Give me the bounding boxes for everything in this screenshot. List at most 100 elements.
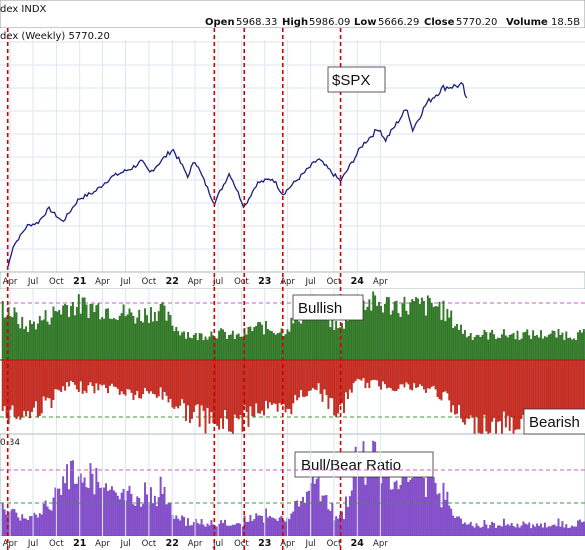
bullish-bar [81, 297, 84, 361]
bearish-bar [165, 359, 168, 396]
ratio-bar [307, 490, 310, 537]
ratio-bar [366, 468, 369, 537]
bearish-bar [111, 359, 113, 384]
bearish-bar [75, 359, 78, 390]
bullish-bar [179, 335, 182, 361]
bearish-bar [419, 359, 421, 385]
volume-label: Volume [506, 17, 548, 28]
bearish-bar [233, 359, 236, 415]
ratio-bar [549, 526, 552, 537]
x-tick-label: Apr [280, 539, 295, 549]
bullish-bar [284, 334, 287, 361]
ratio-bar [288, 519, 291, 537]
bearish-bar [112, 359, 115, 387]
bullish-bar [491, 329, 494, 361]
bearish-bar [81, 359, 84, 394]
ratio-bar [294, 500, 297, 537]
bearish-bar [265, 359, 267, 401]
bullish-bar [220, 328, 223, 361]
bearish-bar [333, 359, 336, 416]
bearish-bar [561, 359, 564, 414]
bullish-bar [77, 294, 80, 361]
bullish-bar [534, 335, 536, 361]
ratio-bar [378, 472, 380, 537]
bullish-bar [372, 291, 375, 361]
bullish-bar [214, 337, 217, 361]
bearish-bar [452, 359, 455, 406]
bearish-bar [23, 359, 26, 411]
bullish-bar [181, 332, 184, 361]
ratio-bar [218, 523, 221, 537]
bullish-bar [134, 323, 137, 361]
bullish-bar [265, 321, 267, 361]
ratio-bar [227, 525, 230, 537]
bullish-bar [395, 300, 398, 361]
bearish-bar [395, 359, 398, 391]
bullish-bar [21, 316, 24, 361]
ratio-bar [415, 471, 418, 537]
x-tick-label: 24 [351, 276, 365, 287]
bearish-bar [130, 359, 133, 393]
bearish-bar [428, 359, 431, 389]
x-tick-label: 23 [258, 538, 271, 549]
ratio-bar [93, 494, 96, 537]
bullish-bar [473, 337, 476, 361]
bullish-bar [378, 301, 380, 361]
ratio-bar [99, 488, 102, 537]
x-tick-label: Jul [27, 277, 38, 287]
ratio-bar [382, 472, 384, 537]
bullish-bar [268, 330, 271, 361]
ratio-bar [140, 506, 143, 537]
x-ticks-top: Apr Jul Oct 21 Apr Jul Oct 22 Apr Jul Oct 23 Apr Jul O… [3, 276, 389, 287]
ratio-bar [315, 479, 318, 537]
bearish-bar [401, 359, 404, 385]
bullish-bar [54, 311, 57, 361]
bullish-bar [272, 333, 275, 361]
bullish-bar [522, 332, 525, 361]
bearish-bar [436, 359, 439, 398]
bearish-bar [489, 359, 492, 433]
bearish-bar [311, 359, 314, 388]
bullish-bar [487, 339, 490, 361]
bearish-bar [73, 359, 76, 385]
bullish-bar [185, 338, 187, 361]
ratio-bar [247, 521, 250, 537]
ratio-bar [327, 509, 330, 537]
bullish-bar [93, 312, 96, 361]
bearish-bar [343, 359, 345, 414]
ratio-bar [538, 525, 540, 537]
bearish-bar [446, 359, 449, 394]
ratio-bar [21, 514, 24, 537]
ratio-bar [266, 517, 269, 537]
bearish-bar [483, 359, 486, 415]
ratio-label-text: Bull/Bear Ratio [301, 457, 401, 474]
bearish-bar [510, 359, 513, 417]
bullish-bar [70, 305, 72, 361]
bullish-bar [555, 337, 558, 361]
bearish-bar [83, 359, 86, 391]
bearish-bar [257, 359, 260, 414]
bearish-bar [469, 359, 472, 416]
bullish-bar [83, 297, 86, 361]
ratio-grid [0, 434, 585, 536]
bullish-bar [563, 340, 566, 361]
bearish-bar [194, 359, 197, 406]
x-tick-label: Jul [27, 539, 38, 549]
bearish-bar [366, 359, 369, 383]
bearish-bar [114, 359, 117, 388]
bearish-bar [276, 359, 279, 412]
bearish-bar [577, 359, 579, 412]
ratio-bar [66, 464, 69, 537]
bearish-bar [543, 359, 546, 412]
bullish-bar [547, 334, 550, 361]
bearish-bar [79, 359, 82, 382]
bearish-bar [216, 359, 219, 426]
bearish-bar [40, 359, 43, 414]
bullish-bar [118, 315, 121, 361]
bearish-bar [185, 359, 187, 421]
bearish-bar [229, 359, 232, 432]
ratio-bar [296, 500, 299, 537]
bullish-bar [524, 331, 527, 361]
ratio-bar [235, 523, 238, 537]
bullish-bar [95, 305, 98, 361]
